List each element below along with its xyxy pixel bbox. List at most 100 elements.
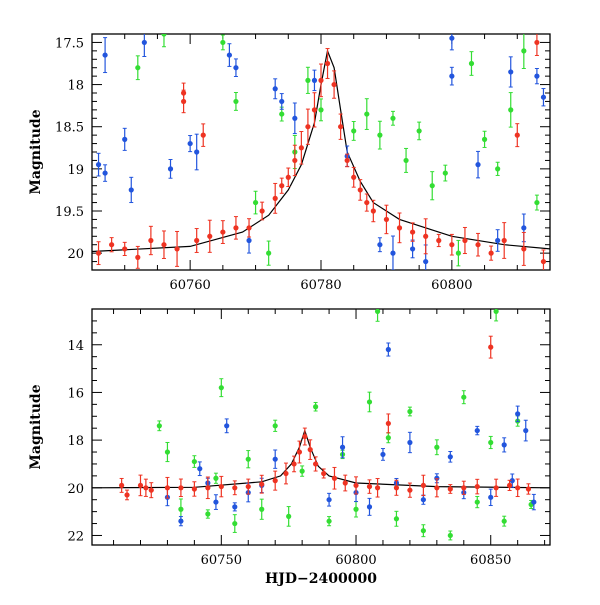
data-point: [423, 233, 429, 239]
data-point: [233, 65, 239, 71]
data-point: [326, 518, 332, 524]
data-point: [137, 482, 144, 489]
data-point: [442, 170, 448, 176]
data-point: [380, 451, 386, 458]
data-point: [447, 532, 453, 539]
data-point: [161, 34, 167, 37]
data-point: [272, 86, 278, 92]
data-point: [407, 487, 413, 493]
data-point: [135, 254, 141, 260]
data-point: [366, 504, 373, 510]
data-point: [296, 449, 303, 455]
data-point: [420, 497, 426, 503]
data-point: [205, 511, 211, 517]
data-point: [122, 136, 128, 142]
data-point: [407, 439, 413, 446]
y-tick-label: 14: [67, 339, 84, 354]
x-tick-label: 60750: [201, 553, 242, 568]
data-point: [468, 60, 475, 67]
data-point: [95, 162, 102, 168]
bottom-panel-data-points: [119, 309, 537, 541]
data-point: [205, 485, 211, 491]
bottom-panel-model-curve: [91, 428, 551, 489]
y-tick-label: 18: [67, 79, 84, 94]
data-point: [109, 242, 115, 248]
top-panel-y-axis-label: Magnitude: [28, 109, 44, 194]
data-point: [501, 518, 507, 524]
data-point: [313, 461, 319, 467]
bottom-panel-frame: [91, 308, 551, 546]
top-panel: 60760 60780 60800 17.5 18 18.5 19 19.5 20 Magnit…: [28, 33, 551, 293]
data-point: [475, 162, 481, 168]
data-point: [259, 481, 265, 487]
data-point: [272, 478, 278, 484]
data-point: [102, 52, 108, 58]
data-point: [283, 470, 289, 477]
model-curve-line: [91, 48, 551, 253]
x-tick-label: 60850: [470, 553, 511, 568]
data-point: [220, 229, 226, 235]
x-tick-label: 60780: [300, 278, 341, 293]
data-point: [364, 111, 370, 117]
data-point: [434, 485, 440, 491]
data-point: [436, 237, 442, 244]
data-point: [194, 237, 200, 244]
data-point: [213, 499, 219, 505]
data-point: [374, 485, 381, 491]
data-point: [197, 466, 203, 472]
data-point: [403, 157, 409, 164]
data-point: [474, 483, 480, 490]
data-point: [534, 39, 540, 46]
bottom-points-group: [119, 309, 537, 541]
data-point: [298, 145, 304, 151]
data-point: [148, 487, 154, 493]
data-point: [164, 449, 171, 455]
x-tick-label: 60800: [335, 553, 376, 568]
data-point: [135, 65, 141, 71]
bottom-panel-y-axis-label: Magnitude: [28, 384, 44, 469]
data-point: [232, 504, 238, 510]
data-point: [272, 423, 278, 429]
data-point: [299, 468, 305, 474]
data-point: [364, 199, 370, 206]
data-point: [232, 485, 238, 491]
bottom-panel-ticks: 60750 60800 60850 14 16 18 20 22: [67, 308, 550, 568]
data-point: [178, 518, 184, 524]
data-point: [279, 111, 285, 117]
data-point: [272, 456, 278, 462]
data-point: [178, 485, 184, 491]
data-point: [164, 485, 171, 491]
data-point: [416, 128, 422, 134]
data-point: [220, 39, 226, 46]
data-point: [515, 411, 521, 417]
data-point: [353, 482, 359, 489]
data-point: [285, 174, 291, 180]
y-tick-label: 17.5: [55, 36, 84, 51]
top-panel-model-curve: [91, 48, 551, 253]
data-point: [233, 225, 239, 231]
data-point: [266, 250, 272, 256]
y-tick-label: 18.5: [55, 121, 84, 136]
data-point: [474, 499, 480, 505]
data-point: [449, 35, 455, 41]
top-points-group: [95, 34, 547, 270]
data-point: [393, 485, 400, 491]
data-point: [272, 195, 278, 201]
data-point: [218, 483, 224, 490]
data-point: [141, 39, 147, 46]
data-point: [357, 187, 363, 193]
data-point: [506, 482, 513, 489]
data-point: [156, 423, 162, 429]
data-point: [143, 485, 149, 491]
data-point: [279, 183, 285, 189]
data-point: [493, 309, 499, 314]
data-point: [493, 485, 499, 491]
data-point: [291, 461, 297, 467]
data-point: [462, 237, 468, 244]
data-point: [218, 385, 224, 391]
data-point: [525, 486, 532, 492]
data-point: [410, 229, 416, 235]
data-point: [233, 98, 239, 105]
bottom-panel: 60750 60800 60850 14 16 18 20 22 Magnitude HJD−…: [28, 308, 551, 587]
data-point: [119, 482, 125, 489]
